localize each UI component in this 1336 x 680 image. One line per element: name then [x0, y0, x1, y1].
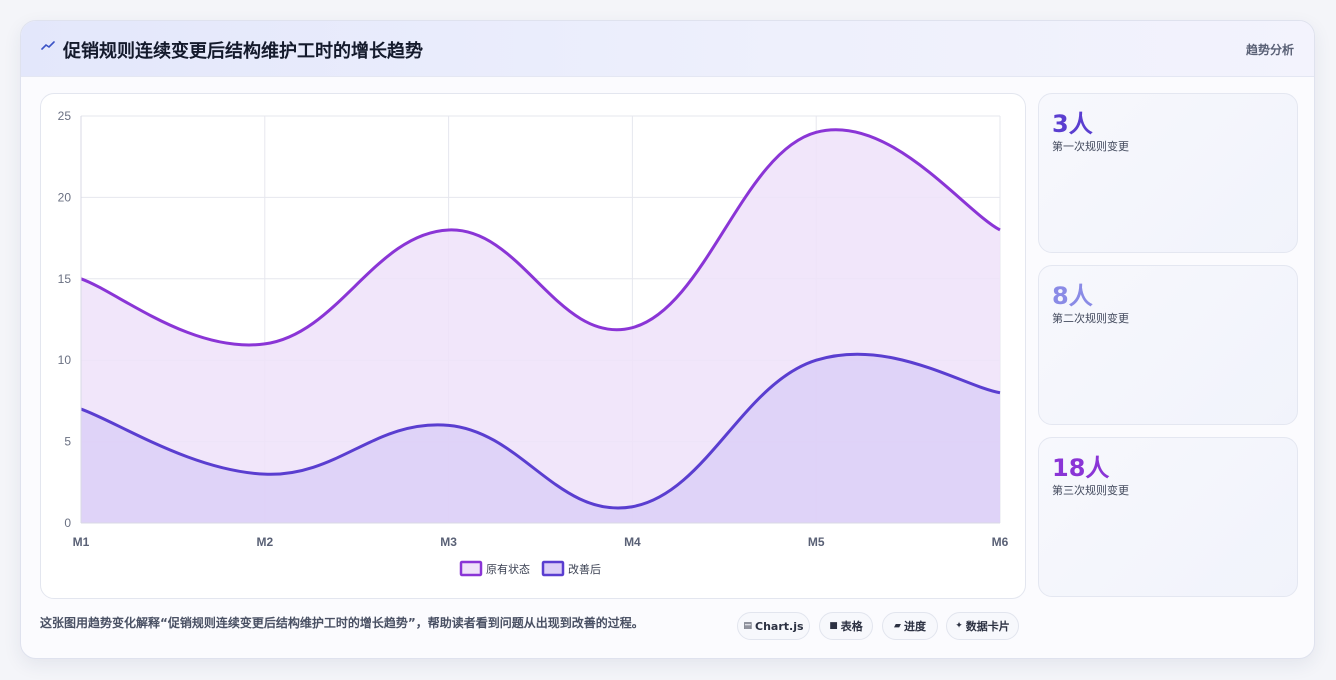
x-tick-label: M3: [440, 535, 457, 549]
area-chart: 0 5 10 15 20 25 M1 M2 M3 M4 M5 M6 原有状态 改善后: [58, 109, 1009, 577]
stat-value: 3人: [1052, 110, 1093, 138]
table-icon: ■: [829, 621, 838, 631]
chip-progress[interactable]: ▰ 进度: [882, 612, 938, 640]
stat-card-3: 18人 第三次规则变更: [1038, 437, 1298, 597]
legend-swatch: [541, 560, 565, 577]
y-tick-label: 5: [64, 435, 71, 449]
y-tick-label: 20: [58, 190, 72, 204]
chip-label: 表格: [840, 620, 863, 633]
chart-description: 这张图用趋势变化解释“促销规则连续变更后结构维护工时的增长趋势”，帮助读者看到问…: [40, 616, 644, 630]
legend-label: 原有状态: [486, 562, 530, 576]
legend-swatch: [459, 560, 483, 577]
card-header: 促销规则连续变更后结构维护工时的增长趋势 趋势分析: [21, 21, 1314, 77]
chip-label: 进度: [903, 620, 926, 633]
x-tick-label: M5: [808, 535, 825, 549]
stat-label: 第三次规则变更: [1052, 484, 1129, 497]
chip-table[interactable]: ■ 表格: [819, 612, 873, 640]
x-tick-label: M4: [624, 535, 641, 549]
y-tick-label: 15: [58, 272, 72, 286]
stat-value: 8人: [1052, 282, 1093, 310]
analysis-tag: 趋势分析: [1245, 43, 1294, 57]
stat-card-1: 3人 第一次规则变更: [1038, 93, 1298, 253]
y-tick-label: 0: [64, 516, 71, 530]
x-tick-label: M1: [73, 535, 90, 549]
chip-chartjs[interactable]: ▤ Chart.js: [737, 612, 810, 640]
y-tick-label: 10: [58, 353, 72, 367]
trend-card: 促销规则连续变更后结构维护工时的增长趋势 趋势分析 0 5 10 15 20 25 M1 M2…: [20, 20, 1315, 659]
stat-card-2: 8人 第二次规则变更: [1038, 265, 1298, 425]
y-tick-label: 25: [58, 109, 72, 123]
chart-container: 0 5 10 15 20 25 M1 M2 M3 M4 M5 M6 原有状态 改善后: [40, 93, 1026, 599]
series-line-2: [80, 352, 1001, 510]
legend-label: 改善后: [568, 562, 601, 576]
x-tick-label: M6: [992, 535, 1009, 549]
trend-icon: [41, 39, 57, 59]
progress-icon: ▰: [894, 621, 901, 631]
series-area-2: [81, 354, 1000, 523]
series-line-1: [80, 128, 1001, 347]
stat-label: 第一次规则变更: [1052, 140, 1129, 153]
sparkle-icon: ✦: [955, 621, 963, 631]
chip-label: 数据卡片: [965, 620, 1010, 633]
x-tick-label: M2: [256, 535, 273, 549]
stat-label: 第二次规则变更: [1052, 312, 1129, 325]
stat-value: 18人: [1052, 454, 1110, 482]
page-title: 促销规则连续变更后结构维护工时的增长趋势: [63, 41, 423, 62]
chip-label: Chart.js: [755, 619, 804, 633]
chip-data-card[interactable]: ✦ 数据卡片: [946, 612, 1019, 640]
chart-icon: ▤: [743, 621, 752, 631]
